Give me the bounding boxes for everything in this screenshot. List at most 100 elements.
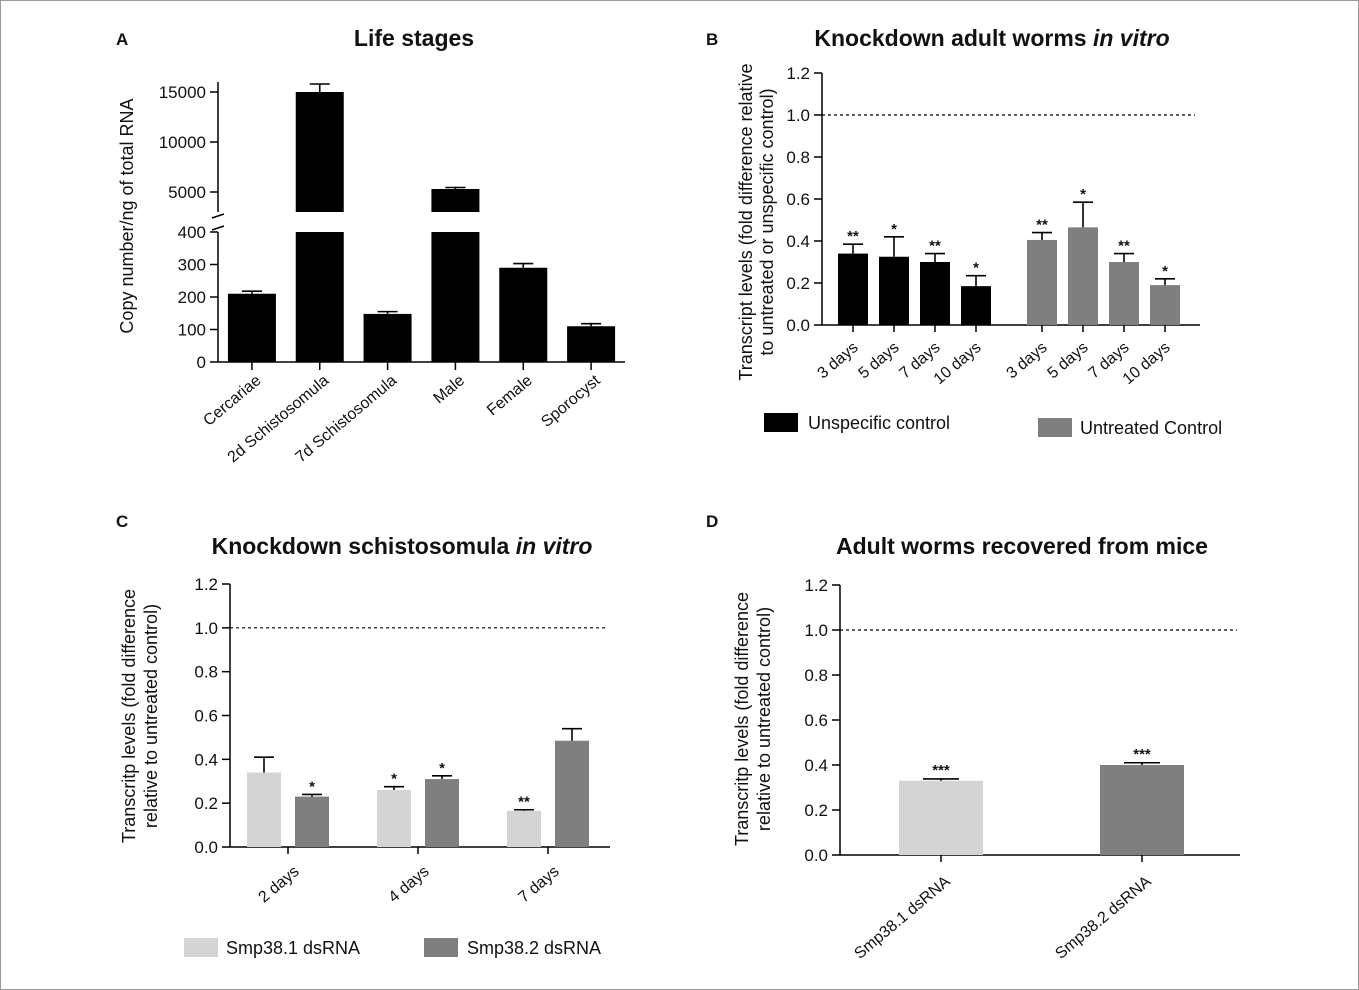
panel-b-y-tick-label: 0.8 xyxy=(786,148,810,167)
panel-a-axis: 0 100 200 300 400 5000 10000 15000 xyxy=(159,82,625,372)
panel-b-legend-swatch-unspecific xyxy=(764,413,798,432)
panel-c-legend-label-smp382: Smp38.2 dsRNA xyxy=(467,938,601,958)
panel-c-title: Knockdown schistosomula in vitro xyxy=(212,533,593,559)
panel-c-y-tick-label: 0.8 xyxy=(194,663,218,682)
panel-c-bar xyxy=(555,740,589,847)
panel-d-y-tick-label: 0.4 xyxy=(804,756,828,775)
panel-a-y-tick-label: 0 xyxy=(197,353,206,372)
panel-c-y-tick-label: 0.2 xyxy=(194,794,218,813)
panel-c-legend-label-smp381: Smp38.1 dsRNA xyxy=(226,938,360,958)
panel-a-bar xyxy=(499,267,548,362)
panel-b-legend-label-unspecific: Unspecific control xyxy=(808,413,950,433)
panel-b-y-tick-label: 1.0 xyxy=(786,106,810,125)
panel-d-title: Adult worms recovered from mice xyxy=(836,533,1208,559)
panel-a-y-tick-label: 100 xyxy=(178,321,206,340)
panel-b-y-tick-label: 0.2 xyxy=(786,274,810,293)
panel-c-bar xyxy=(295,796,329,847)
panel-c-y-tick-label: 0.0 xyxy=(194,838,218,857)
panel-d-label: D xyxy=(706,512,718,531)
panel-b-label: B xyxy=(706,30,718,49)
panel-d-significance: *** xyxy=(1133,746,1151,763)
panel-a-bar xyxy=(567,326,616,362)
panel-a-y-tick-label: 5000 xyxy=(168,183,206,202)
panel-b-legend-label-untreated: Untreated Control xyxy=(1080,418,1222,438)
panel-d-y-tick-label: 0.2 xyxy=(804,801,828,820)
panel-b-bar xyxy=(1027,239,1057,325)
panel-a-axis-break xyxy=(211,213,225,219)
panel-a-bar-upper xyxy=(295,92,344,212)
panel-b-bar xyxy=(961,286,991,325)
panel-b-significance: ** xyxy=(1036,217,1048,234)
panel-d-bars: *** *** xyxy=(899,746,1184,855)
panel-b-y-tick-label: 0.6 xyxy=(786,190,810,209)
panel-b-significance: * xyxy=(1080,186,1086,203)
panel-b-bar xyxy=(838,253,868,325)
panel-c-y-tick-label: 1.0 xyxy=(194,619,218,638)
panel-c-legend-swatch-smp382 xyxy=(424,938,458,957)
panel-a-y-tick-label: 10000 xyxy=(159,133,206,152)
panel-c-axis: 0.0 0.2 0.4 0.6 0.8 1.0 1.2 xyxy=(194,575,610,857)
panel-a-axis-break xyxy=(211,225,225,231)
panel-c-y-tick-label: 0.4 xyxy=(194,750,218,769)
panel-b-significance: ** xyxy=(847,228,859,245)
panel-c-bar xyxy=(425,779,459,847)
panel-c-label: C xyxy=(116,512,128,531)
panel-d-bar xyxy=(899,780,983,855)
panel-d-axis: 0.0 0.2 0.4 0.6 0.8 1.0 1.2 xyxy=(804,576,1240,865)
panel-c-y-tick-label: 0.6 xyxy=(194,707,218,726)
panel-b-significance: ** xyxy=(929,238,941,255)
panel-b-significance: * xyxy=(891,221,897,238)
panel-c-bar xyxy=(247,772,281,847)
panel-c-legend: Smp38.1 dsRNA Smp38.2 dsRNA xyxy=(184,938,601,958)
panel-d-significance: *** xyxy=(932,762,950,779)
panel-b-legend: Unspecific control Untreated Control xyxy=(764,413,1222,438)
panel-c-significance: ** xyxy=(518,794,530,811)
panel-b-title-italic: in vitro xyxy=(1093,25,1170,51)
panel-b-title: Knockdown adult worms in vitro xyxy=(814,25,1169,51)
panel-d-y-tick-label: 0.8 xyxy=(804,666,828,685)
panel-b-legend-swatch-untreated xyxy=(1038,418,1072,437)
panel-a-bar xyxy=(227,293,276,362)
panel-c-ylabel-line1: Transcritp levels (fold difference xyxy=(119,589,139,843)
panel-a-bars xyxy=(227,83,616,362)
panel-a-y-tick-label: 15000 xyxy=(159,83,206,102)
panel-b-significance: ** xyxy=(1118,238,1130,255)
panel-b-bars: ** ********** xyxy=(838,186,1180,325)
panel-c-legend-swatch-smp381 xyxy=(184,938,218,957)
panel-c-bar xyxy=(507,810,541,847)
panel-b-y-tick-label: 0.0 xyxy=(786,316,810,335)
panel-b-bar xyxy=(1068,227,1098,325)
panel-a-bar xyxy=(363,313,412,362)
panel-c-ylabel-line2: relative to untreated control) xyxy=(141,604,161,828)
panel-b-bar xyxy=(879,256,909,325)
panel-a-y-tick-label: 400 xyxy=(178,223,206,242)
panel-b-significance: * xyxy=(973,260,979,277)
panel-a-y-tick-label: 300 xyxy=(178,256,206,275)
panel-c-bar xyxy=(377,790,411,847)
panel-b-bar xyxy=(1150,285,1180,325)
panel-b-y-tick-label: 1.2 xyxy=(786,64,810,83)
panel-c-significance: * xyxy=(439,760,445,777)
panel-c-significance: * xyxy=(391,771,397,788)
panel-a-bar xyxy=(431,232,480,362)
panel-d-ylabel-line1: Transcritp levels (fold difference xyxy=(732,592,752,846)
panel-b-bar xyxy=(920,262,950,325)
panel-d-y-tick-label: 0.0 xyxy=(804,846,828,865)
panel-c-significance: * xyxy=(309,778,315,795)
panel-d-ylabel-line2: relative to untreated control) xyxy=(754,607,774,831)
panel-c-title-italic: in vitro xyxy=(516,533,593,559)
panel-b-title-main: Knockdown adult worms xyxy=(814,25,1093,51)
panel-d-y-tick-label: 0.6 xyxy=(804,711,828,730)
panel-a-ylabel: Copy number/ng of total RNA xyxy=(117,98,137,333)
panel-c-bars: * **** xyxy=(247,727,589,847)
panel-d-y-tick-label: 1.2 xyxy=(804,576,828,595)
panel-b-significance: * xyxy=(1162,263,1168,280)
panel-a-title: Life stages xyxy=(354,25,474,51)
panel-b-axis: 0.0 0.2 0.4 0.6 0.8 1.0 1.2 xyxy=(786,64,1200,335)
panel-c-y-tick-label: 1.2 xyxy=(194,575,218,594)
panel-b-ylabel-line1: Transcript levels (fold difference relat… xyxy=(736,63,756,380)
panel-a-bar-upper xyxy=(431,189,480,212)
panel-a-bar xyxy=(295,232,344,362)
panel-c-title-main: Knockdown schistosomula xyxy=(212,533,516,559)
